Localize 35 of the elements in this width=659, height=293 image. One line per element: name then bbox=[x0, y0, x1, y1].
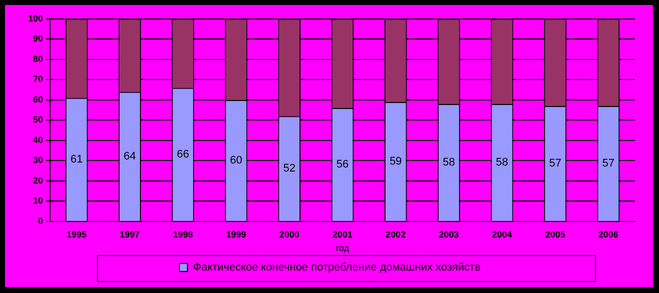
y-tick-label: 90 bbox=[33, 34, 44, 44]
x-tick-label: 1999 bbox=[226, 229, 246, 240]
data-label: 60 bbox=[230, 154, 242, 166]
y-tick-label: 80 bbox=[33, 54, 44, 64]
y-tick-label: 70 bbox=[33, 74, 44, 84]
x-tick-label: 2001 bbox=[332, 229, 353, 240]
data-label: 61 bbox=[70, 153, 83, 166]
x-tick-label: 2003 bbox=[438, 229, 459, 240]
x-axis-title: год bbox=[336, 243, 350, 254]
data-label: 57 bbox=[549, 157, 562, 170]
y-tick-label: 100 bbox=[28, 13, 44, 24]
x-tick-label: 2005 bbox=[545, 229, 566, 240]
data-label: 57 bbox=[602, 157, 615, 170]
data-label: 56 bbox=[336, 158, 349, 171]
data-label: 66 bbox=[176, 148, 190, 160]
x-tick-label: 2006 bbox=[598, 229, 618, 240]
y-tick-label: 10 bbox=[33, 196, 44, 206]
y-tick-label: 40 bbox=[33, 134, 44, 145]
data-label: 59 bbox=[390, 155, 402, 168]
y-tick-label: 30 bbox=[33, 155, 44, 166]
data-label: 58 bbox=[496, 156, 508, 168]
x-tick-label: 1997 bbox=[120, 229, 140, 240]
y-tick-label: 50 bbox=[33, 114, 44, 125]
x-tick-label: 2000 bbox=[279, 229, 300, 240]
x-tick-label: 2004 bbox=[492, 229, 512, 240]
data-label: 64 bbox=[124, 150, 136, 162]
x-tick-label: 2002 bbox=[386, 229, 406, 240]
y-tick-label: 0 bbox=[38, 216, 44, 226]
x-tick-label: 1995 bbox=[66, 229, 87, 240]
data-label: 52 bbox=[283, 162, 296, 175]
data-label: 58 bbox=[442, 156, 455, 168]
x-tick-label: 1998 bbox=[172, 229, 193, 240]
y-tick-label: 60 bbox=[33, 94, 44, 104]
y-tick-label: 20 bbox=[33, 175, 44, 186]
legend-label: Фактическое конечное потребление домашних хозяйств bbox=[192, 262, 481, 274]
